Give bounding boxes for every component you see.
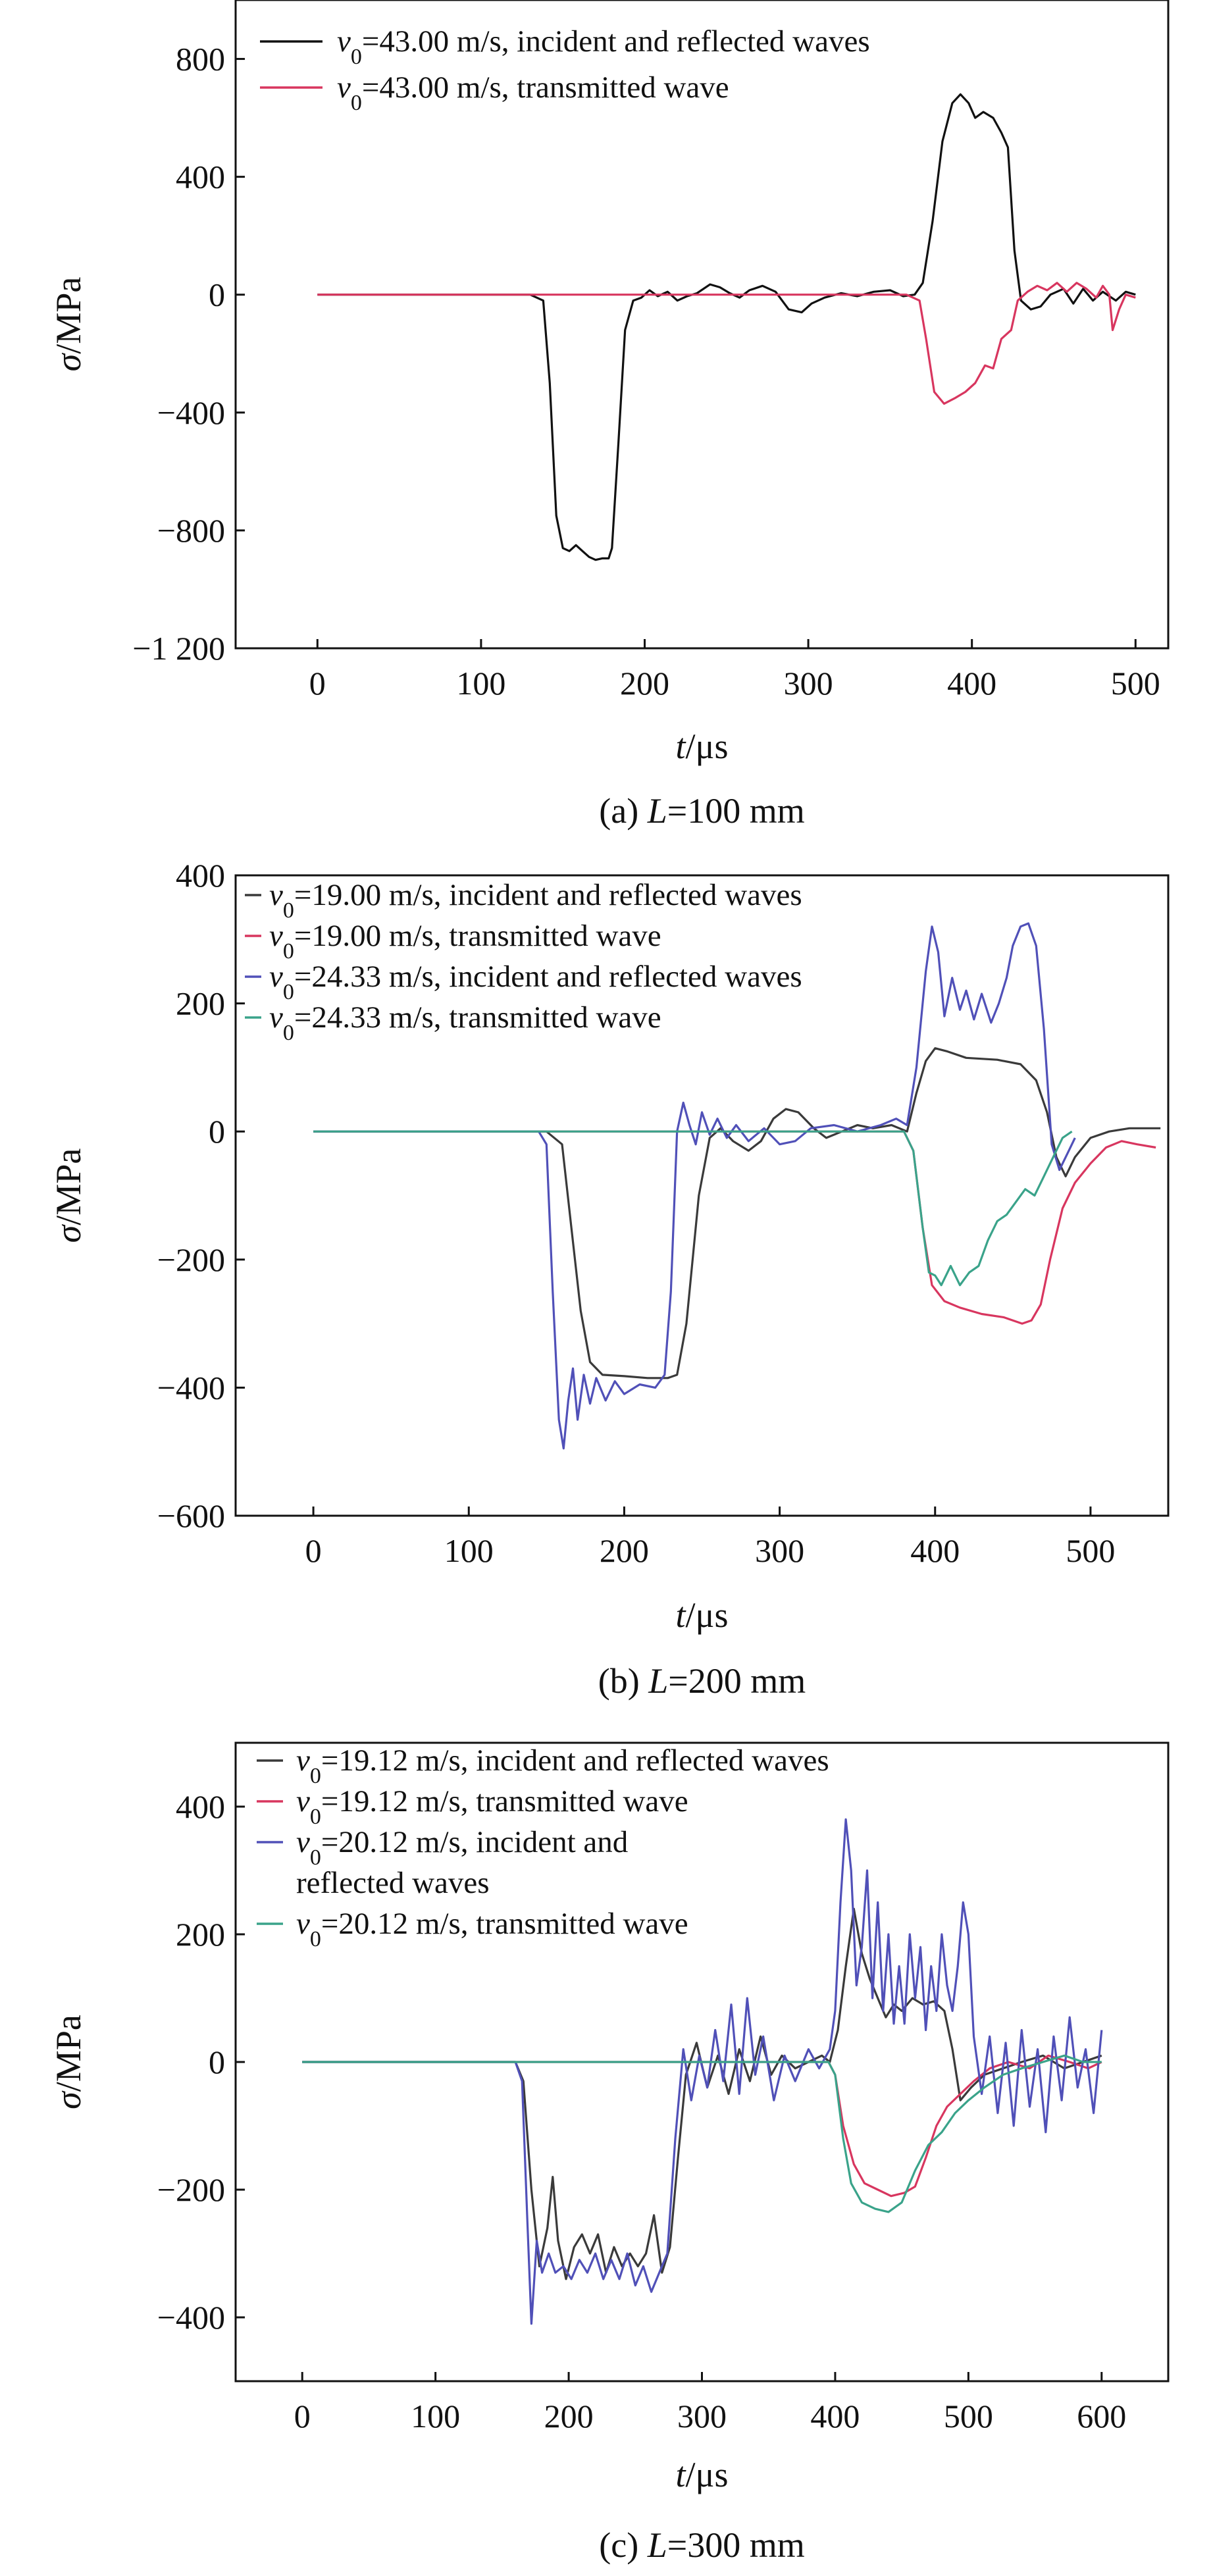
legend-entry: v0=19.12 m/s, incident and reflected wav… bbox=[296, 1743, 829, 1788]
chart-c: 0 100 200 300 400 500 600 −400 −200 0 200 400 v0=19.… bbox=[49, 1741, 1170, 2565]
legend-entry: v0=24.33 m/s, transmitted wave bbox=[269, 1000, 661, 1045]
y-axis-label: σ/MPa bbox=[49, 1148, 88, 1243]
legend-entry: v0=19.00 m/s, transmitted wave bbox=[269, 919, 661, 964]
x-tick-label: 200 bbox=[544, 2398, 594, 2434]
chart-caption: (c) L=300 mm bbox=[599, 2525, 804, 2565]
x-tick-label: 100 bbox=[411, 2398, 460, 2434]
y-tick-label: 400 bbox=[176, 1788, 225, 1825]
y-tick-label: 0 bbox=[209, 276, 225, 313]
x-tick-label: 300 bbox=[677, 2398, 727, 2434]
y-tick-label: −400 bbox=[157, 2299, 225, 2336]
x-tick-label: 0 bbox=[309, 665, 326, 702]
x-tick-label: 100 bbox=[444, 1532, 494, 1569]
series-line bbox=[313, 1130, 1156, 1325]
x-tick-label: 300 bbox=[755, 1532, 804, 1569]
legend-entry: v0=24.33 m/s, incident and reflected wav… bbox=[269, 960, 802, 1004]
plot-frame bbox=[234, 874, 1170, 1517]
legend-entry: v0=43.00 m/s, incident and reflected wav… bbox=[337, 24, 870, 69]
x-axis-label: t/μs bbox=[676, 2455, 729, 2494]
chart-a: 0 100 200 300 400 500 −1 200 −800 −400 0 400 800 v0=… bbox=[49, 0, 1170, 831]
series-line bbox=[302, 1818, 1103, 2325]
series-line bbox=[317, 93, 1136, 561]
x-tick-label: 200 bbox=[620, 665, 669, 702]
y-tick-label: −400 bbox=[157, 1369, 225, 1406]
y-tick-label: 0 bbox=[209, 2044, 225, 2080]
x-tick-label: 200 bbox=[600, 1532, 649, 1569]
x-tick-label: 400 bbox=[810, 2398, 860, 2434]
series-line bbox=[302, 1907, 1102, 2280]
legend: v0=19.00 m/s, incident and reflected wav… bbox=[245, 878, 802, 1045]
legend-entry: v0=19.12 m/s, transmitted wave bbox=[296, 1784, 688, 1829]
y-tick-label: 400 bbox=[176, 159, 225, 195]
series-line bbox=[317, 282, 1136, 405]
x-tick-label: 300 bbox=[784, 665, 833, 702]
y-tick-label: 0 bbox=[209, 1113, 225, 1150]
y-tick-label: 800 bbox=[176, 41, 225, 78]
plot-frame bbox=[234, 0, 1170, 650]
series-line bbox=[302, 2054, 1102, 2213]
y-tick-label: −1 200 bbox=[132, 630, 225, 667]
x-tick-label: 500 bbox=[1066, 1532, 1115, 1569]
series-line bbox=[313, 1130, 1073, 1287]
x-tick-label: 100 bbox=[456, 665, 505, 702]
legend-entry: v0=20.12 m/s, incident and bbox=[296, 1825, 628, 1870]
y-axis-label: σ/MPa bbox=[49, 2015, 88, 2109]
y-tick-label: 200 bbox=[176, 985, 225, 1022]
y-tick-label: 400 bbox=[176, 857, 225, 894]
x-tick-label: 400 bbox=[947, 665, 996, 702]
y-axis-label: σ/MPa bbox=[49, 277, 88, 372]
y-tick-label: −200 bbox=[157, 1241, 225, 1278]
legend-entry: v0=19.00 m/s, incident and reflected wav… bbox=[269, 878, 802, 923]
y-tick-label: 200 bbox=[176, 1916, 225, 1953]
x-tick-label: 0 bbox=[294, 2398, 311, 2434]
x-tick-label: 500 bbox=[944, 2398, 993, 2434]
x-tick-label: 0 bbox=[305, 1532, 322, 1569]
legend-entry: v0=43.00 m/s, transmitted wave bbox=[337, 70, 729, 115]
x-tick-label: 400 bbox=[910, 1532, 960, 1569]
chart-caption: (b) L=200 mm bbox=[598, 1661, 806, 1701]
series-line bbox=[313, 1047, 1161, 1379]
y-tick-label: −600 bbox=[157, 1497, 225, 1534]
legend: v0=19.12 m/s, incident and reflected wav… bbox=[257, 1743, 829, 1951]
y-tick-label: −200 bbox=[157, 2171, 225, 2208]
x-tick-label: 600 bbox=[1077, 2398, 1126, 2434]
series-line bbox=[313, 922, 1076, 1450]
legend-entry: reflected waves bbox=[296, 1866, 490, 1900]
x-axis-label: t/μs bbox=[676, 727, 729, 766]
y-tick-label: −400 bbox=[157, 394, 225, 431]
chart-b: 0 100 200 300 400 500 −600 −400 −200 0 200 400 v0=19… bbox=[49, 857, 1170, 1701]
y-tick-label: −800 bbox=[157, 512, 225, 549]
chart-caption: (a) L=100 mm bbox=[599, 791, 804, 831]
x-axis-label: t/μs bbox=[676, 1595, 729, 1635]
legend-entry: v0=20.12 m/s, transmitted wave bbox=[296, 1907, 688, 1951]
legend: v0=43.00 m/s, incident and reflected wav… bbox=[260, 24, 870, 115]
x-tick-label: 500 bbox=[1111, 665, 1160, 702]
